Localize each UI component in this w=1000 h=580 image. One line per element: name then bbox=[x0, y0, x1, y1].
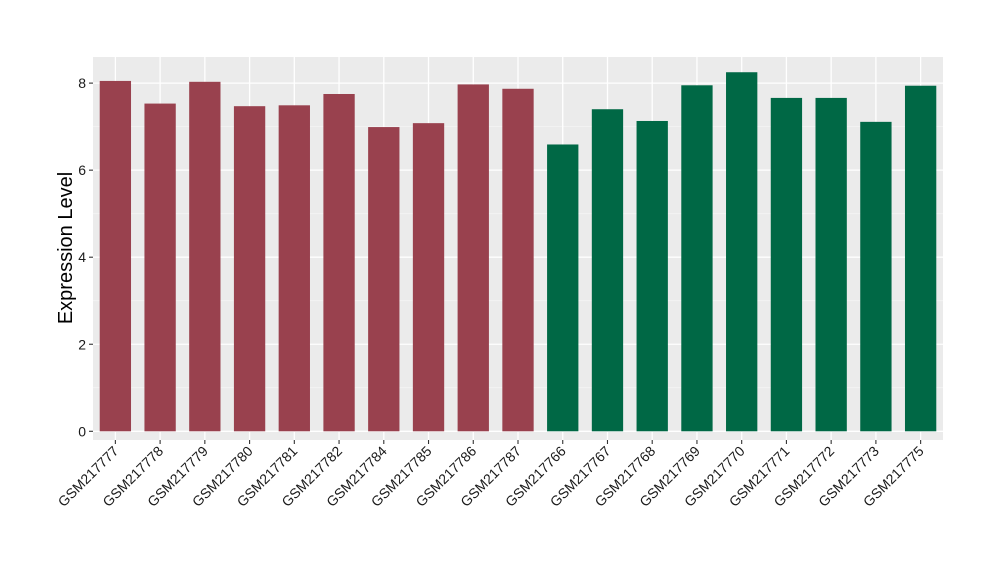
bar bbox=[99, 80, 132, 432]
bar bbox=[904, 85, 937, 432]
bar bbox=[144, 103, 176, 432]
bar bbox=[636, 120, 668, 432]
bar bbox=[726, 72, 758, 432]
bar bbox=[457, 84, 489, 432]
y-tick-label: 2 bbox=[78, 336, 86, 352]
bar bbox=[278, 105, 310, 432]
y-axis: 0 2 4 6 8 bbox=[78, 75, 93, 439]
x-axis: GSM217777GSM217778GSM217779GSM217780GSM2… bbox=[55, 440, 927, 510]
bar bbox=[502, 88, 534, 432]
bar bbox=[815, 97, 847, 432]
y-tick-label: 0 bbox=[78, 423, 86, 439]
bar bbox=[681, 85, 713, 432]
bar bbox=[412, 123, 445, 432]
y-tick-label: 6 bbox=[78, 162, 86, 178]
bar bbox=[368, 127, 400, 432]
bar bbox=[189, 81, 221, 432]
bar bbox=[233, 106, 266, 432]
bar bbox=[770, 97, 803, 432]
y-axis-title: Expression Level bbox=[55, 172, 77, 324]
bars bbox=[99, 72, 937, 432]
bar bbox=[547, 144, 579, 432]
bar bbox=[323, 93, 355, 432]
y-tick-label: 4 bbox=[78, 249, 86, 265]
y-tick-label: 8 bbox=[78, 75, 86, 91]
bar bbox=[591, 109, 624, 432]
bar bbox=[860, 121, 892, 432]
